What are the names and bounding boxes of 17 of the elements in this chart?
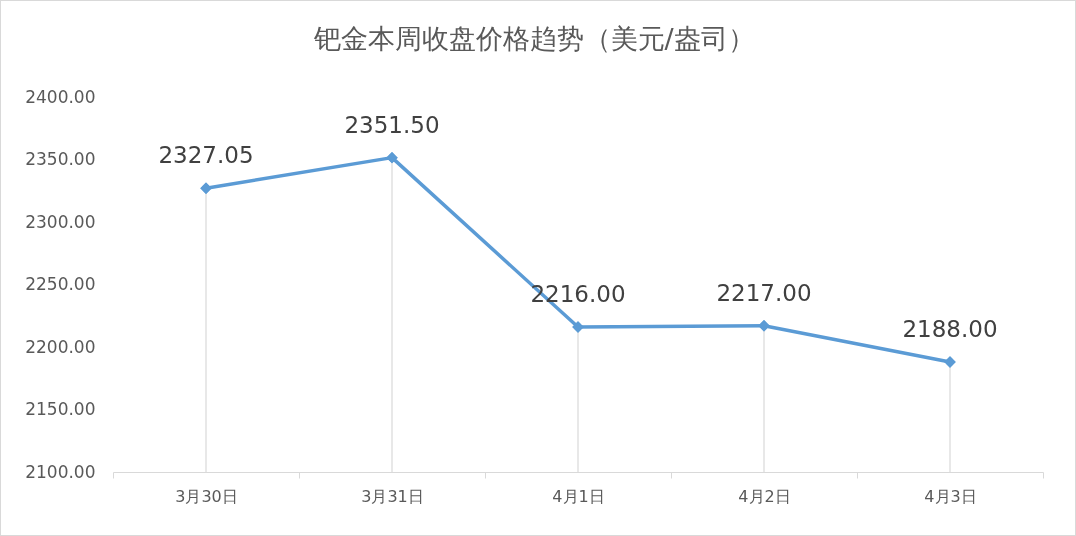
data-label: 2217.00: [716, 279, 812, 306]
y-tick-label: 2150.00: [25, 399, 96, 419]
data-label: 2327.05: [158, 142, 254, 169]
y-tick-label: 2400.00: [25, 86, 96, 107]
y-tick-label: 2200.00: [25, 336, 96, 357]
y-tick-label: 2250.00: [25, 274, 96, 294]
y-tick-label: 2300.00: [25, 211, 96, 232]
chart-title: 钯金本周收盘价格趋势（美元/盎司）: [312, 23, 755, 54]
x-tick-label: 4月1日: [552, 486, 605, 506]
data-label: 2188.00: [902, 316, 998, 342]
x-tick-label: 3月30日: [175, 486, 238, 506]
x-tick-label: 4月2日: [738, 486, 791, 506]
y-tick-label: 2350.00: [25, 149, 96, 169]
y-tick-label: 2100.00: [25, 461, 96, 482]
x-tick-label: 3月31日: [361, 486, 424, 506]
data-label: 2351.50: [344, 111, 440, 138]
x-tick-label: 4月3日: [924, 486, 977, 506]
